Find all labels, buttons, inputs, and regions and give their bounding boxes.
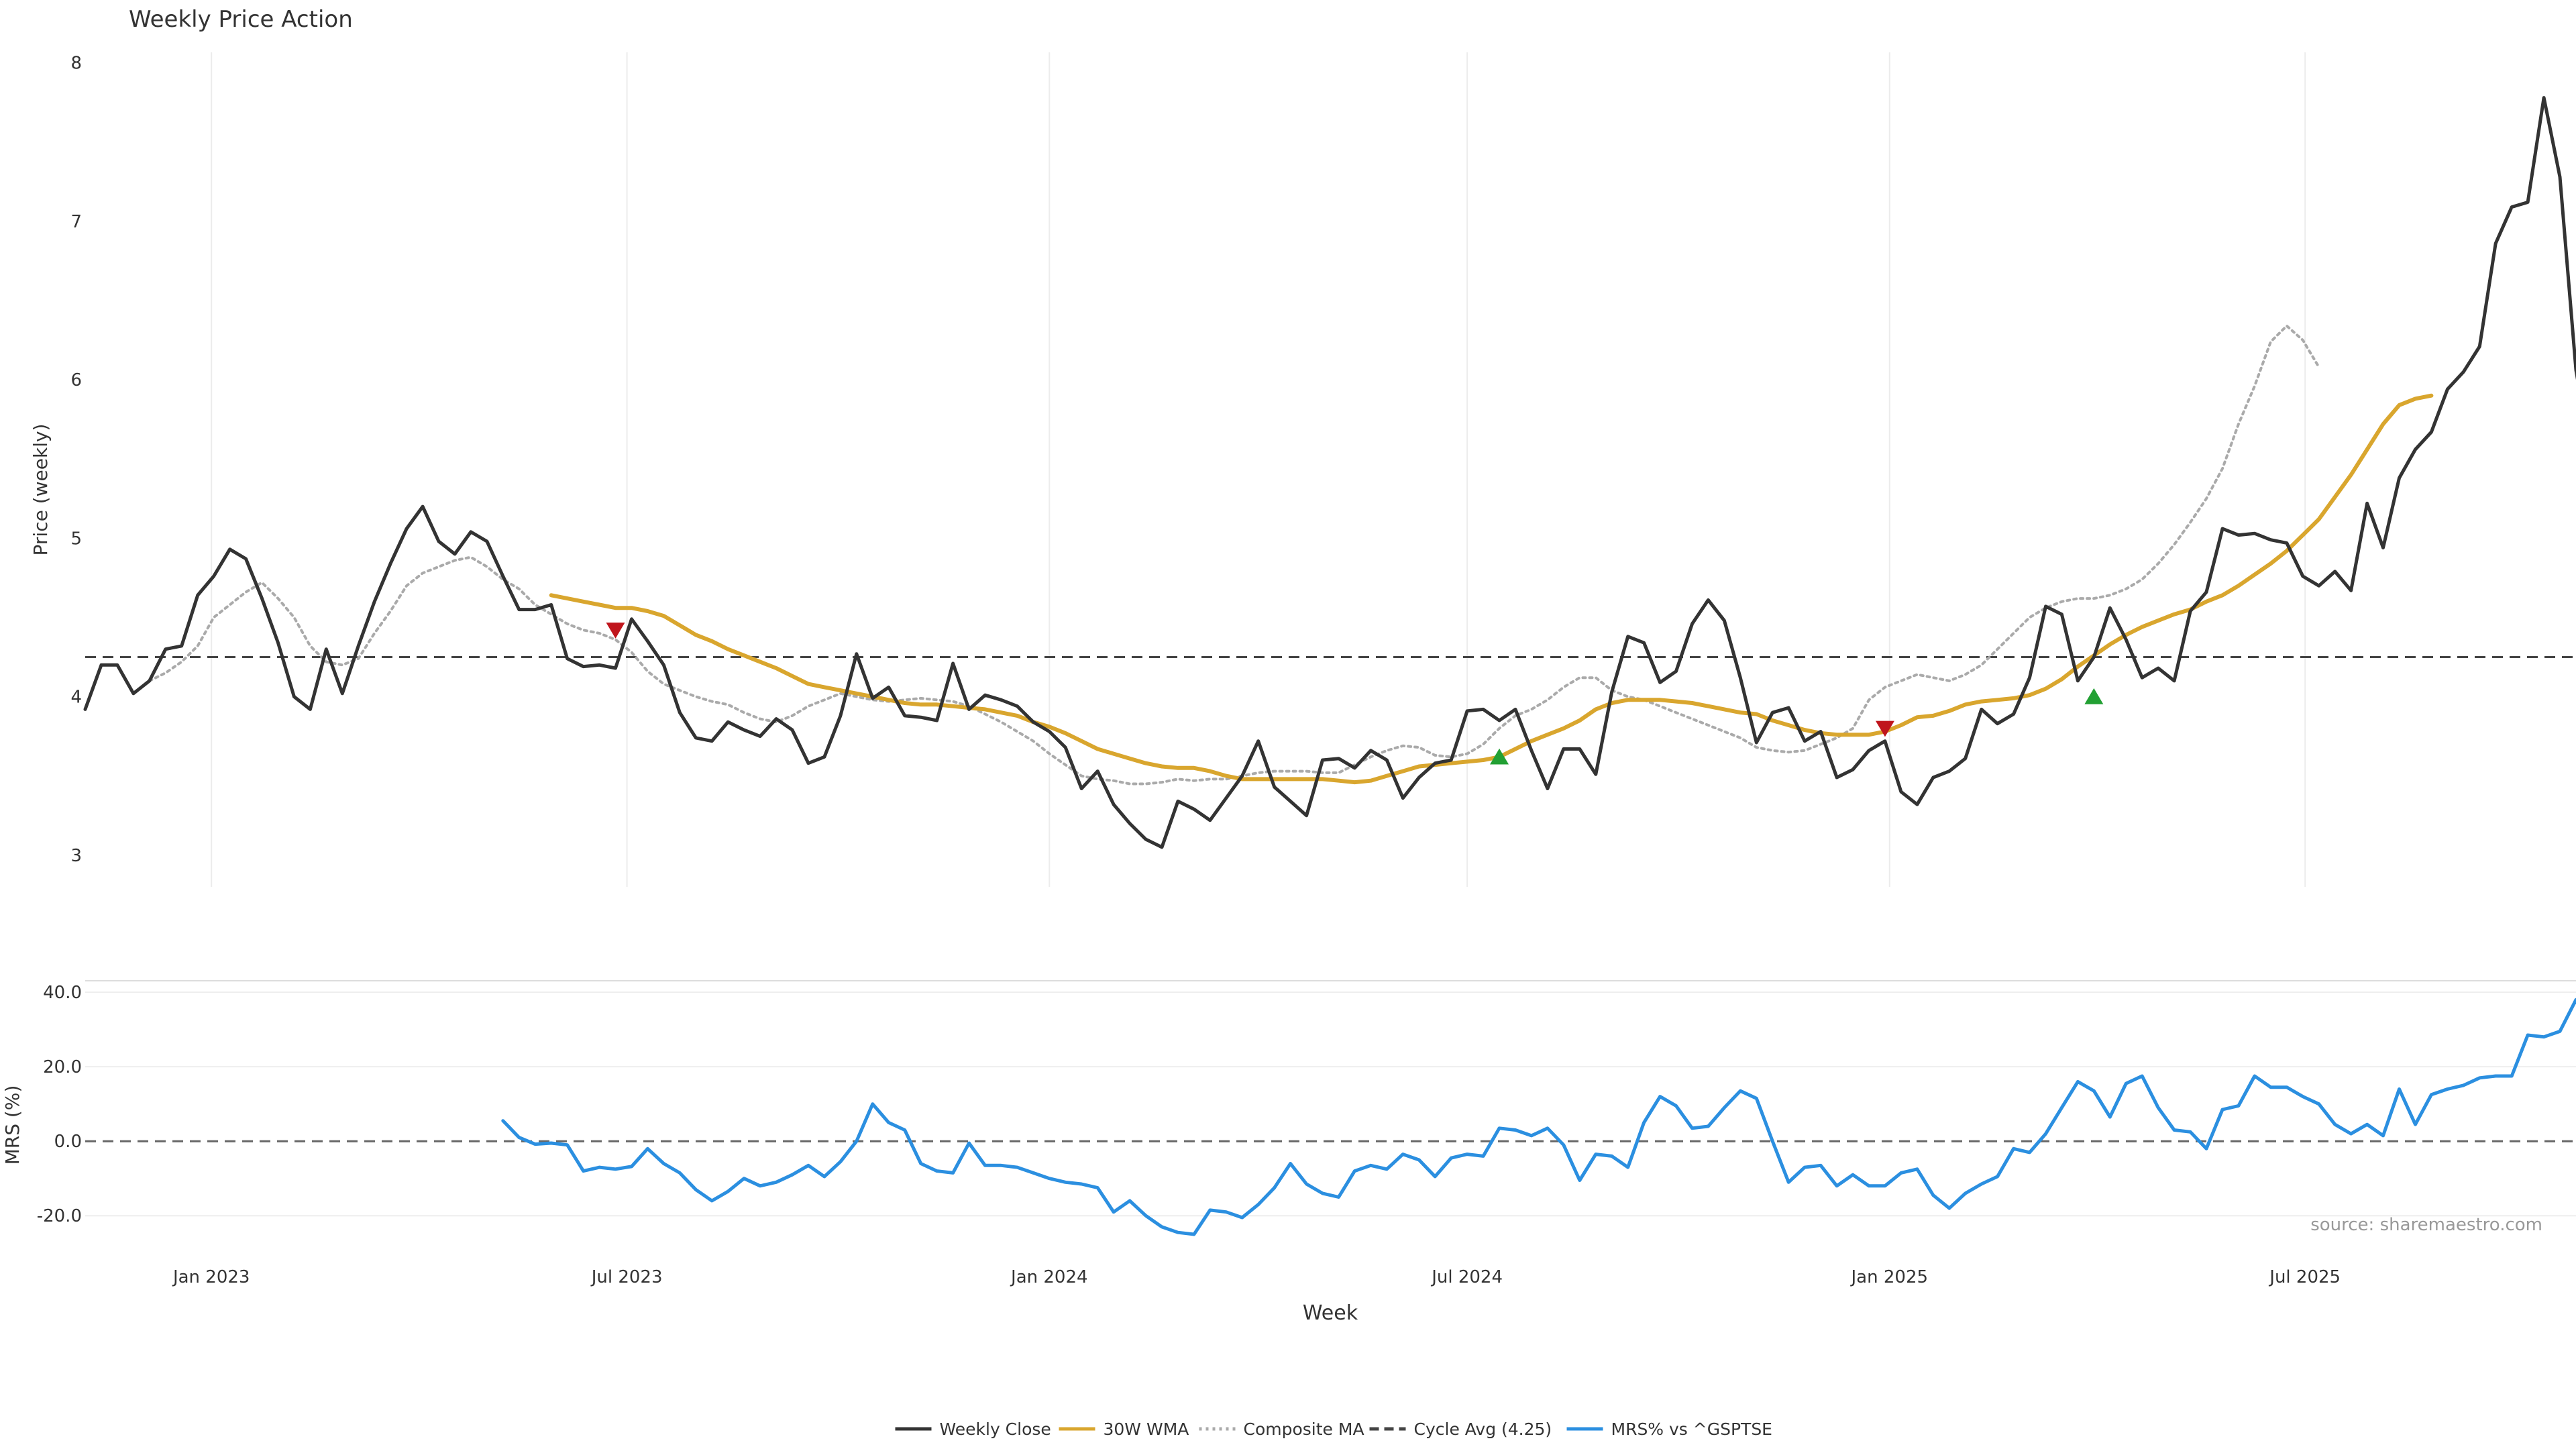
x-ticks: Jan 2023 Jul 2023 Jan 2024 Jul 2024 Jan 2025… [172,1267,2341,1287]
x-tick-1: Jul 2023 [590,1267,663,1287]
x-tick-2: Jan 2024 [1010,1267,1088,1287]
price-y-tick-1: 4 [70,688,82,708]
price-y-ticks: 3 4 5 6 7 8 [70,54,82,866]
price-y-tick-5: 8 [70,54,82,74]
mrs-series [501,998,2576,1236]
legend: Weekly Close 30W WMA Composite MA Cycle Avg… [895,1419,1772,1439]
x-tick-5: Jul 2025 [2268,1267,2341,1287]
mrs-y-ticks: 40.0 20.0 0.0 -20.0 [37,983,82,1226]
mrs-panel: 40.0 20.0 0.0 -20.0 MRS (%) source: sharema… [1,980,2576,1236]
legend-label-4: MRS% vs ^GSPTSE [1611,1419,1772,1439]
mrs-grid [85,980,2576,1217]
series-30w-wma [549,393,2434,785]
legend-label-2: Composite MA [1244,1419,1364,1439]
price-panel: 3 4 5 6 7 8 Price (weekly) [30,52,2576,887]
price-series [83,96,2576,849]
signal-markers [606,623,2104,765]
sell-signal-0 [606,623,625,639]
x-tick-0: Jan 2023 [172,1267,250,1287]
sell-signal-2 [1875,720,1894,737]
series-weekly-close [83,96,2576,849]
buy-signal-1 [1490,748,1509,765]
x-tick-4: Jan 2025 [1850,1267,1929,1287]
mrs-y-axis-label: MRS (%) [1,1085,23,1165]
legend-label-1: 30W WMA [1104,1419,1189,1439]
mrs-y-tick-2: 0.0 [54,1132,82,1152]
price-grid [211,52,2306,887]
mrs-y-tick-0: 40.0 [43,983,82,1003]
buy-signal-3 [2084,688,2104,704]
price-y-tick-3: 6 [70,370,82,390]
mrs-y-tick-3: -20.0 [37,1206,82,1226]
x-tick-3: Jul 2024 [1430,1267,1503,1287]
series-composite-ma [148,324,2320,786]
price-y-tick-0: 3 [70,846,82,866]
price-y-tick-4: 7 [70,212,82,232]
x-axis-label: Week [1303,1301,1358,1325]
source-note: source: sharemaestro.com [2310,1215,2542,1235]
series-mrs-vs-gsptse [501,998,2576,1236]
price-y-axis-label: Price (weekly) [30,424,52,556]
chart-title: Weekly Price Action [129,6,353,33]
mrs-y-tick-1: 20.0 [43,1057,82,1077]
legend-label-0: Weekly Close [940,1419,1051,1439]
price-y-tick-2: 5 [70,529,82,549]
legend-label-3: Cycle Avg (4.25) [1414,1419,1552,1439]
